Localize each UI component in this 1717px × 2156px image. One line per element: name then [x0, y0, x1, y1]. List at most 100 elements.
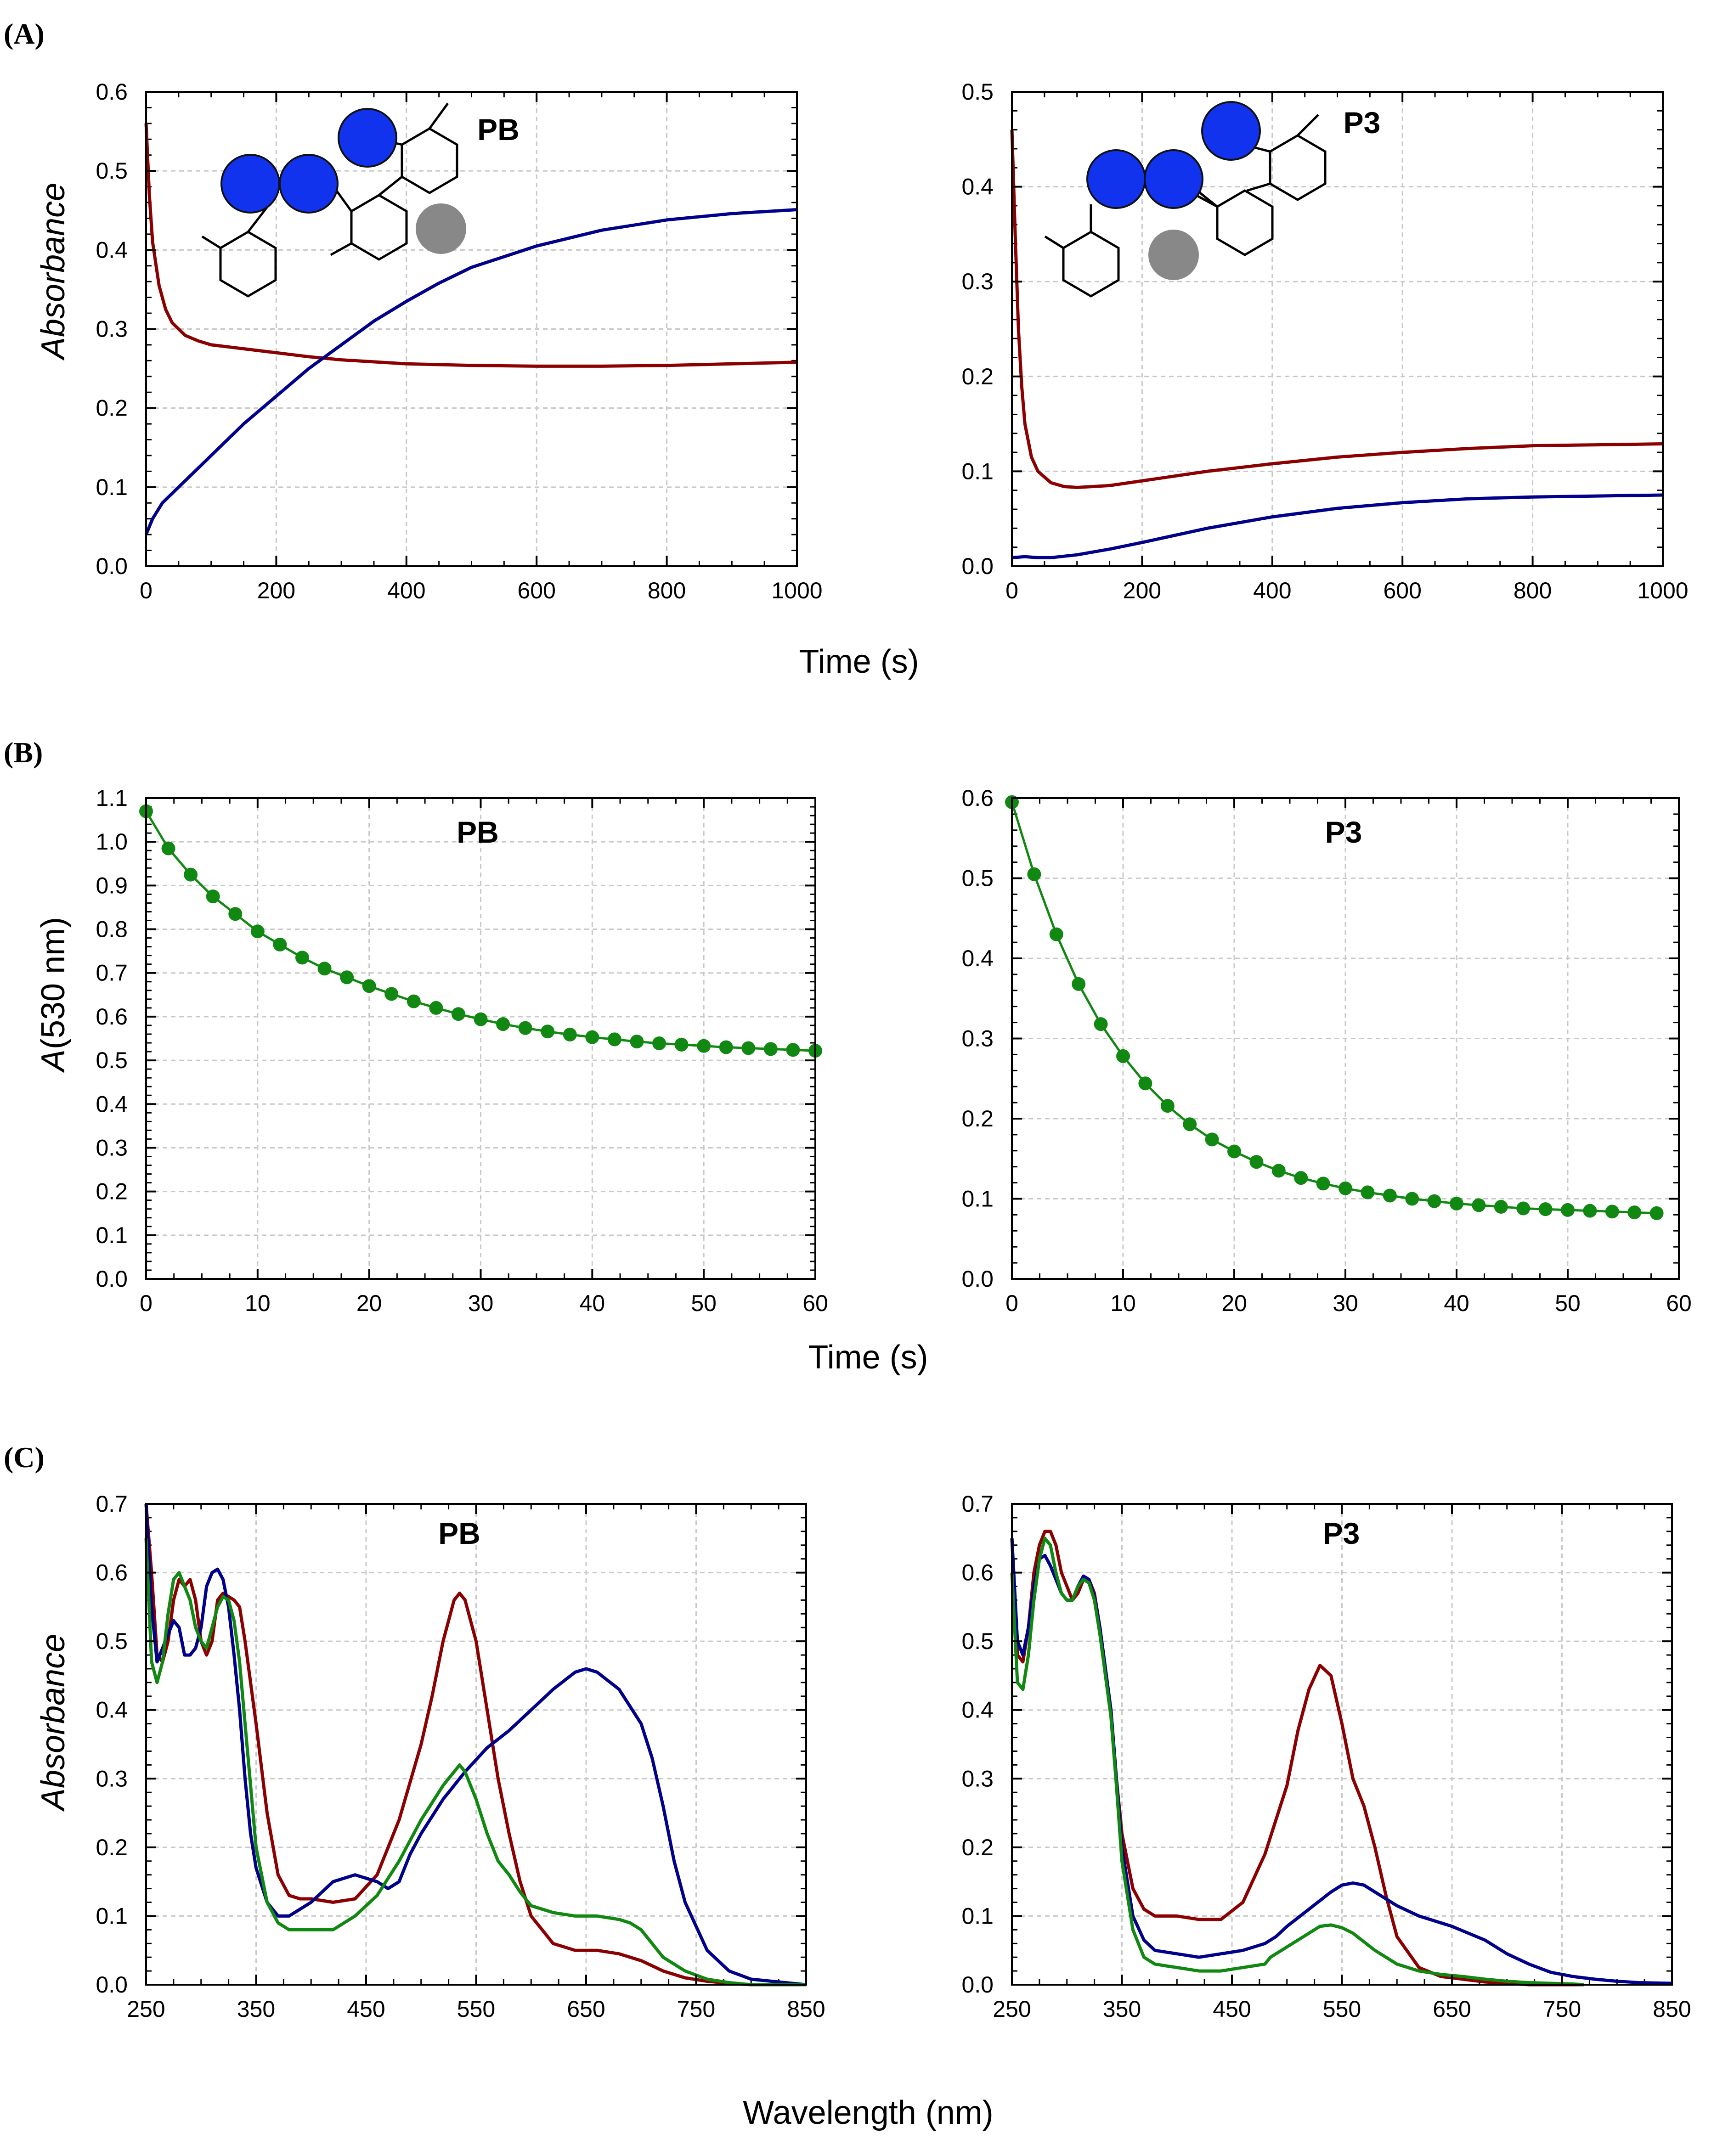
data-point — [1049, 927, 1063, 941]
series-line-0 — [1010, 129, 1663, 489]
series-line-0 — [144, 1503, 806, 1987]
data-point — [1450, 1196, 1463, 1210]
y-tick-label: 0.7 — [96, 1491, 128, 1517]
panel-label-a: (A) — [4, 17, 45, 50]
y-tick-label: 0.1 — [961, 458, 994, 484]
x-tick-label: 850 — [1653, 1996, 1691, 2022]
series-line-2 — [1010, 1537, 1584, 1987]
y-tick-label: 0.3 — [961, 269, 994, 294]
y-tick-label: 1.1 — [96, 785, 128, 811]
data-point — [228, 907, 243, 921]
molecule-pictogram-pb — [201, 102, 466, 298]
data-point — [1138, 1076, 1152, 1091]
chart-a-pb: 0 200 400 600 800 1000 0.0 0.1 0.2 0.3 0.4 0.5 0.6 PB — [96, 79, 822, 603]
x-tick-label: 60 — [1666, 1290, 1692, 1316]
y-tick-label: 0.3 — [96, 1766, 128, 1791]
y-tick-label: 0.2 — [96, 1835, 128, 1860]
x-tick-label: 1000 — [771, 578, 822, 603]
x-tick-label: 50 — [691, 1290, 717, 1316]
data-point — [1427, 1194, 1441, 1208]
x-tick-label: 10 — [245, 1290, 271, 1316]
series-line-1 — [1010, 1538, 1672, 1985]
y-tick-label: 0.3 — [96, 316, 128, 342]
x-tick-label: 20 — [356, 1290, 382, 1316]
y-tick-label: 0.5 — [961, 1628, 994, 1654]
chart-title: PB — [477, 113, 520, 146]
x-tick-label: 30 — [1333, 1290, 1358, 1316]
x-tick-label: 0 — [1005, 578, 1018, 603]
x-tick-label: 200 — [257, 578, 295, 603]
series-line-2 — [144, 1538, 806, 1987]
y-tick-label: 0.4 — [961, 1697, 994, 1723]
x-tick-label: 200 — [1123, 578, 1161, 603]
x-tick-label: 750 — [1543, 1996, 1581, 2022]
x-tick-label: 0 — [140, 578, 152, 603]
sphere-blue-1 — [220, 154, 280, 214]
data-point — [340, 970, 354, 985]
y-tick-label: 0.6 — [96, 1004, 128, 1030]
x-tick-label: 450 — [347, 1996, 385, 2022]
y-tick-label: 0.6 — [961, 1560, 994, 1586]
y-tick-label: 0.1 — [96, 474, 128, 500]
x-tick-label: 550 — [457, 1996, 495, 2022]
y-tick-label: 0.0 — [961, 1972, 994, 1998]
x-tick-label: 250 — [127, 1996, 165, 2022]
sphere-gray — [1148, 230, 1199, 280]
row-b-y-title: A(530 nm) — [35, 917, 72, 1073]
chart-title: P3 — [1344, 106, 1381, 140]
data-point — [763, 1042, 778, 1056]
y-tick-label: 0.1 — [96, 1903, 128, 1929]
sphere-gray — [416, 203, 466, 254]
x-tick-label: 50 — [1555, 1290, 1581, 1316]
data-point — [1205, 1132, 1219, 1147]
x-tick-label: 0 — [140, 1290, 152, 1316]
y-tick-label: 0.9 — [96, 873, 128, 898]
y-tick-label: 0.2 — [961, 364, 994, 389]
row-a-x-title: Time (s) — [799, 643, 919, 680]
series-line-1 — [144, 1503, 807, 1987]
data-point — [1183, 1117, 1197, 1131]
y-tick-label: 0.0 — [96, 1972, 128, 1998]
y-tick-label: 0.0 — [961, 1266, 994, 1292]
y-tick-label: 0.0 — [961, 553, 994, 579]
y-tick-label: 0.8 — [96, 917, 128, 942]
y-tick-label: 0.2 — [96, 1179, 128, 1205]
y-tick-label: 0.5 — [96, 1047, 128, 1073]
chart-a-p3: 0 200 400 600 800 1000 0.0 0.1 0.2 0.3 0.4 0.5 P3 — [961, 79, 1688, 603]
x-tick-label: 550 — [1323, 1996, 1361, 2022]
plot-frame — [1011, 91, 1664, 567]
y-tick-label: 0.2 — [96, 395, 128, 421]
x-tick-label: 400 — [1253, 578, 1291, 603]
data-point — [719, 1040, 733, 1054]
chart-c-pb: 250 350 450 550 650 750 850 0.0 0.1 0.2 0.3 0.4 0.5 0… — [96, 1491, 825, 2022]
x-tick-label: 40 — [580, 1290, 605, 1316]
sphere-blue-3 — [1201, 101, 1261, 161]
y-tick-label: 0.4 — [961, 174, 994, 200]
chart-title: PB — [438, 1516, 480, 1550]
data-point — [1405, 1192, 1419, 1206]
data-point — [1339, 1181, 1352, 1195]
y-tick-label: 0.1 — [961, 1903, 994, 1929]
data-point — [1294, 1171, 1308, 1185]
data-point — [1516, 1201, 1531, 1216]
row-b-y-title-rest: (530 nm) — [35, 917, 72, 1049]
data-point — [674, 1037, 689, 1052]
data-point — [317, 962, 332, 976]
data-point — [206, 889, 220, 904]
data-point — [1627, 1205, 1642, 1220]
y-tick-label: 0.4 — [961, 946, 994, 971]
data-point — [1160, 1099, 1175, 1113]
x-tick-label: 350 — [1103, 1996, 1141, 2022]
data-point — [1494, 1199, 1508, 1214]
row-a-y-title: Absorbance — [35, 183, 72, 361]
data-point — [384, 987, 399, 1001]
y-tick-label: 0.6 — [961, 785, 994, 811]
x-tick-label: 10 — [1110, 1290, 1136, 1316]
y-tick-label: 0.1 — [961, 1186, 994, 1212]
data-point — [1116, 1049, 1130, 1063]
data-point — [541, 1025, 555, 1039]
data-point — [563, 1027, 577, 1041]
y-tick-label: 0.4 — [96, 1091, 128, 1117]
data-point — [1649, 1206, 1664, 1220]
